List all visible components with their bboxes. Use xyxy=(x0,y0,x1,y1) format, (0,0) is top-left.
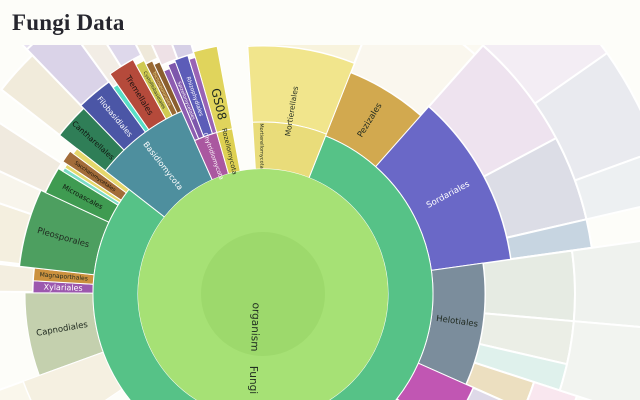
sunburst-segment-family-capnodiales-corner[interactable] xyxy=(0,380,52,400)
page-title: Fungi Data xyxy=(12,10,125,35)
sunburst-segment-genus-sordariales-3[interactable] xyxy=(573,152,640,221)
sunburst-segment-root-organism[interactable] xyxy=(201,232,325,356)
sunburst-segment-genus-helotiales-1[interactable] xyxy=(570,238,640,329)
title-bar: Fungi Data xyxy=(0,0,640,45)
sunburst-segment-genus-helotiales-2[interactable] xyxy=(558,320,640,400)
sunburst-segment-family-helotiales-5[interactable] xyxy=(523,381,578,400)
